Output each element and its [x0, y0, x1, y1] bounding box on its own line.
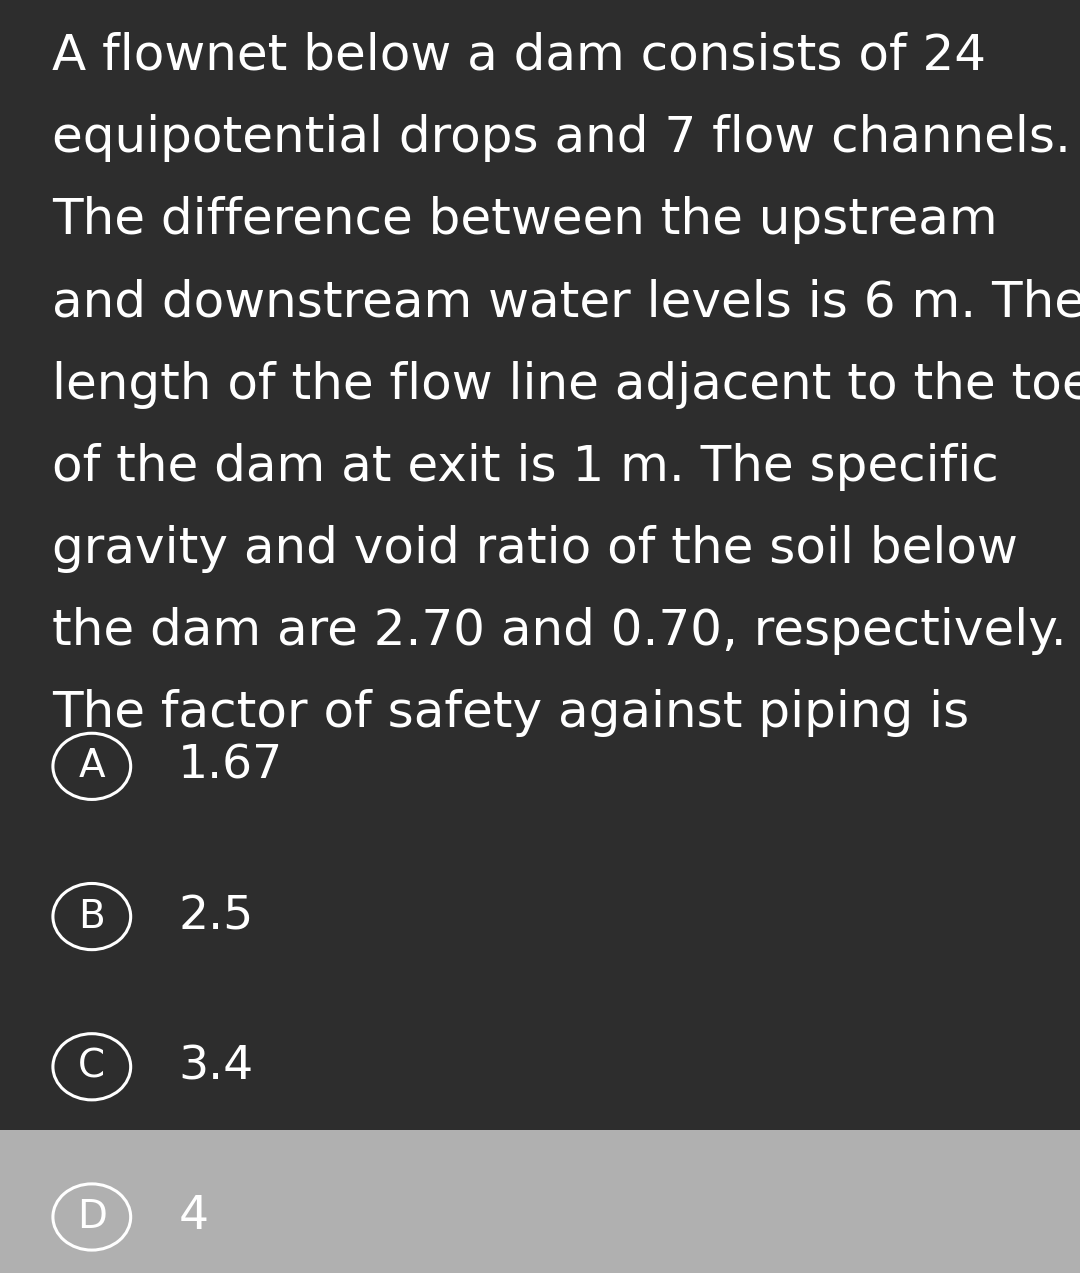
Bar [0, 1130, 1080, 1273]
Text: 3.4: 3.4 [178, 1044, 254, 1090]
Text: D: D [77, 1198, 107, 1236]
Text: B: B [79, 897, 105, 936]
Text: 1.67: 1.67 [178, 743, 283, 789]
Text: 4: 4 [178, 1194, 208, 1240]
Text: A flownet below a dam consists of 24
equipotential drops and 7 flow channels.
Th: A flownet below a dam consists of 24 equ… [52, 32, 1080, 737]
Text: A: A [79, 747, 105, 785]
Text: C: C [78, 1048, 106, 1086]
Text: 2.5: 2.5 [178, 894, 254, 939]
